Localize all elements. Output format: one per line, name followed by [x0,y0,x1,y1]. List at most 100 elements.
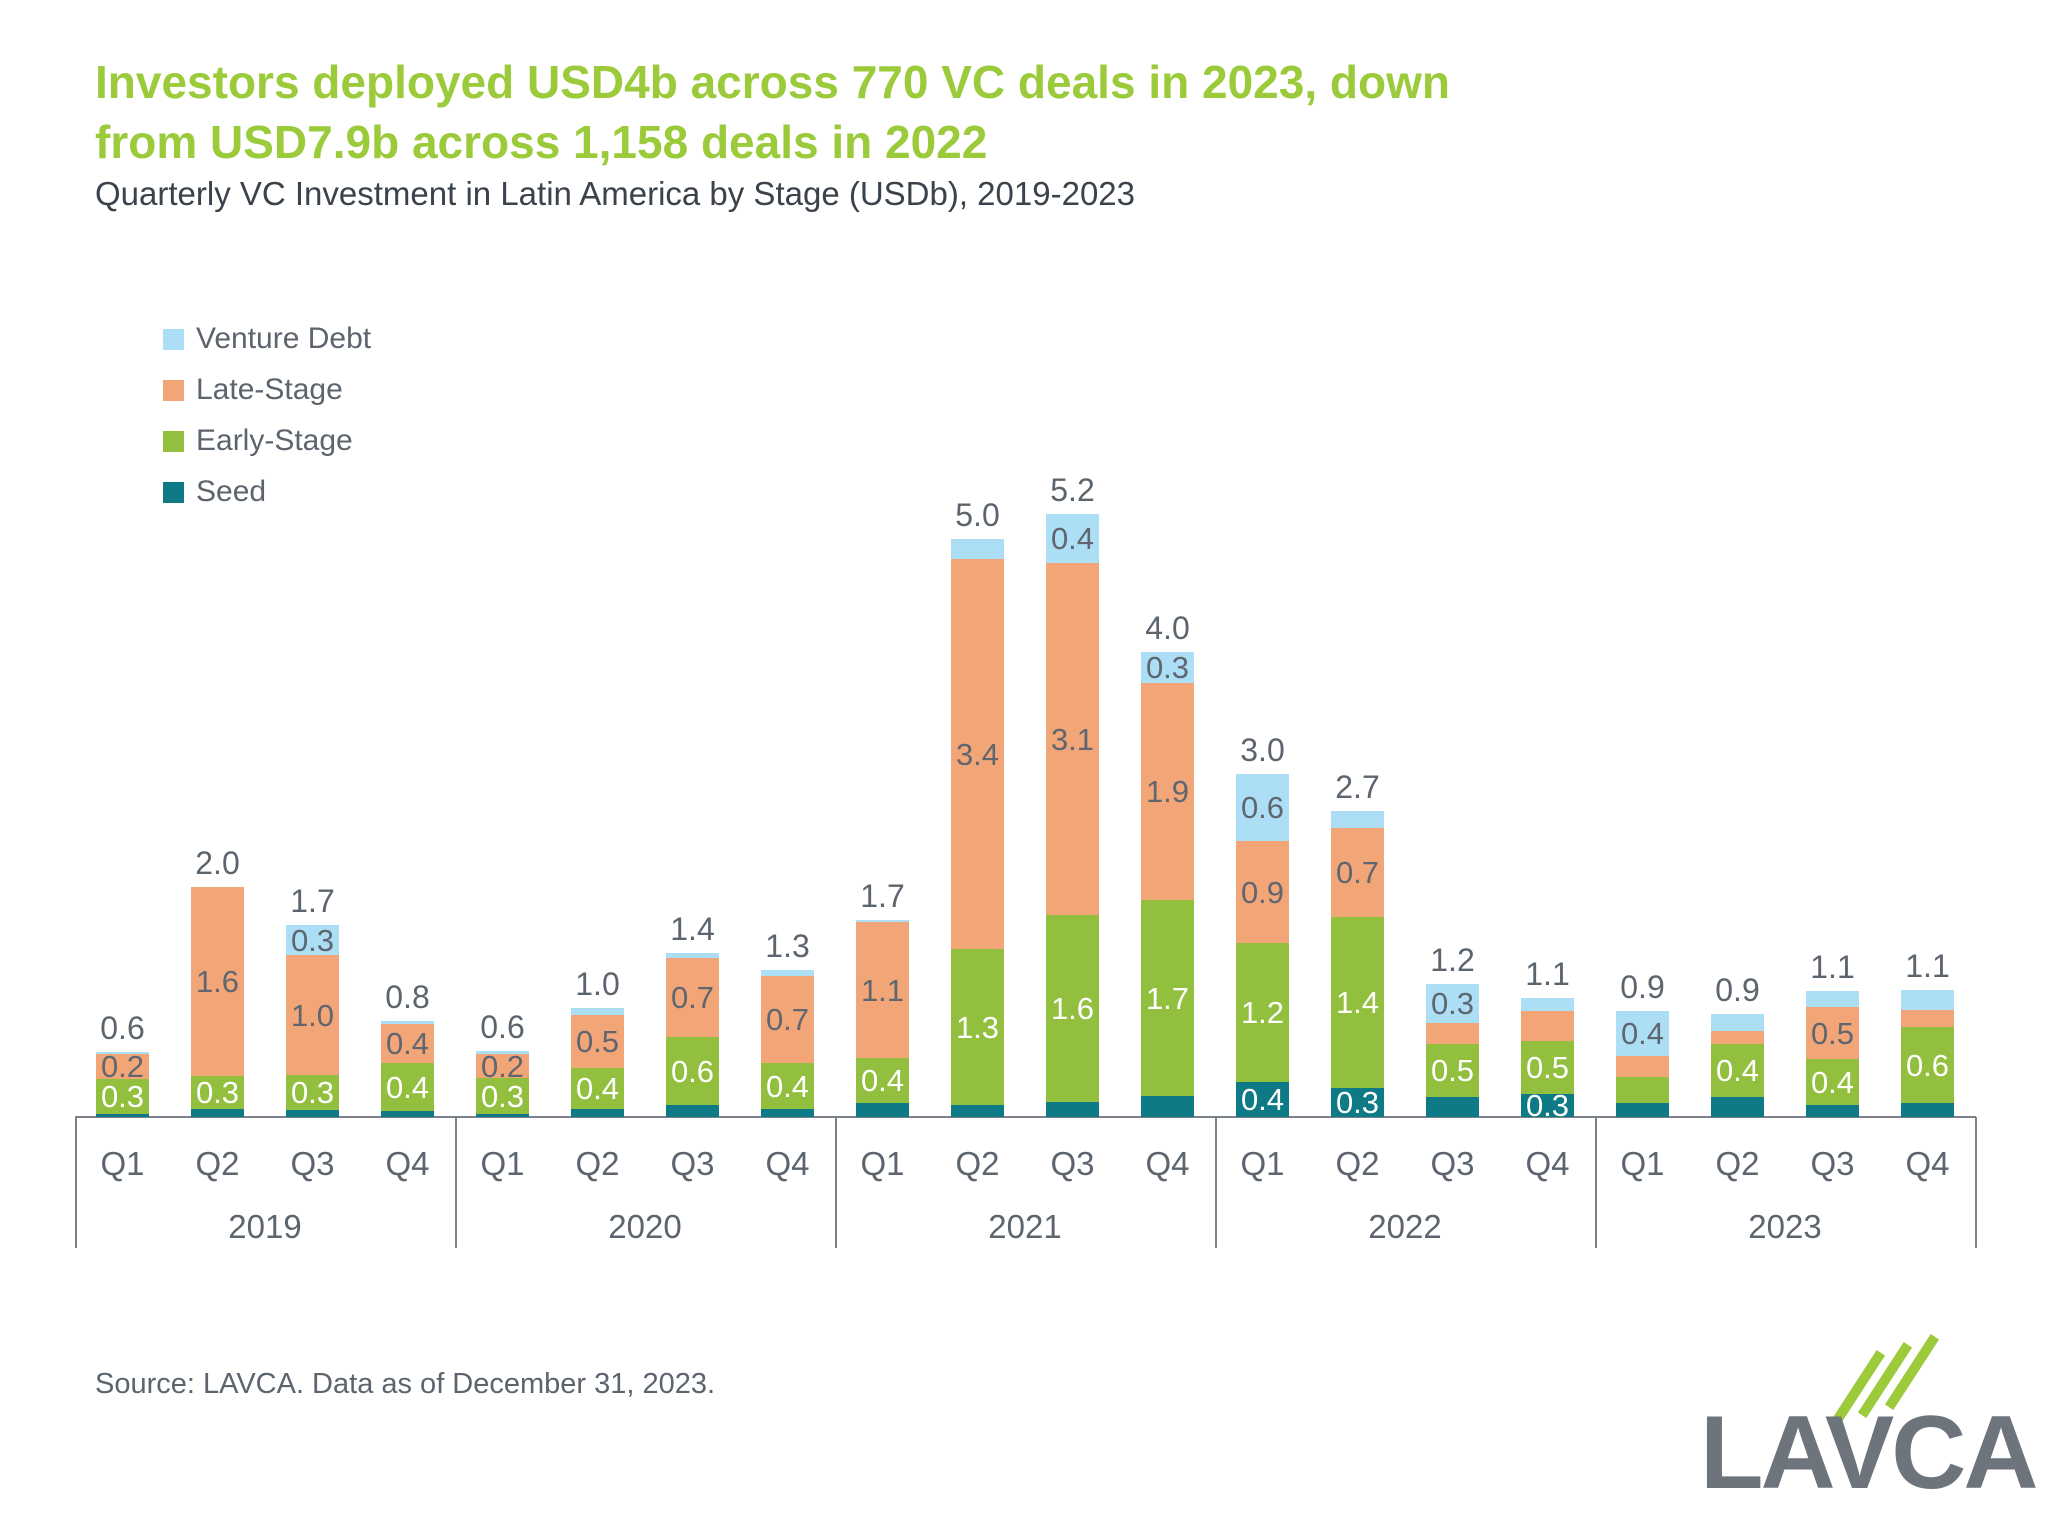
source-note: Source: LAVCA. Data as of December 31, 2… [95,1368,716,1400]
bar-segment-early: 0.4 [1806,1059,1859,1105]
bar-segment-late: 0.9 [1236,841,1289,943]
legend-item-seed: Seed [163,475,371,509]
quarter-label: Q4 [1905,1145,1950,1182]
bar-segment-early: 0.3 [286,1075,339,1110]
quarter-label: Q2 [575,1145,620,1182]
segment-value-label: 0.3 [290,1075,335,1110]
bar-2023-Q4: 0.6 [1901,990,1954,1117]
bar-segment-venture_debt: 0.3 [1426,984,1479,1023]
segment-value-label: 0.4 [765,1068,810,1104]
quarter-label: Q2 [955,1145,1000,1182]
bar-segment-seed [856,1103,909,1117]
bar-segment-early [1616,1077,1669,1103]
segment-value-label: 0.4 [575,1071,620,1106]
legend-label-seed: Seed [196,475,267,508]
segment-value-label: 0.6 [1905,1047,1950,1083]
bar-total-label: 1.3 [765,928,810,964]
bar-segment-early: 0.3 [191,1076,244,1109]
segment-value-label: 0.3 [1145,650,1190,685]
segment-value-label: 0.4 [1620,1016,1665,1051]
bar-segment-seed [191,1109,244,1117]
bar-segment-seed [951,1105,1004,1117]
bar-2022-Q3: 0.3 0.5 [1426,984,1479,1117]
bar-segment-late: 1.1 [856,922,909,1058]
year-separator [1215,1117,1217,1248]
quarter-label: Q4 [1145,1145,1190,1182]
bar-segment-early: 0.4 [1711,1044,1764,1097]
bar-segment-seed [1901,1103,1954,1117]
segment-value-label: 0.3 [480,1078,525,1114]
segment-value-label: 0.4 [1810,1064,1855,1100]
bar-segment-early: 0.6 [1901,1027,1954,1103]
quarter-label: Q2 [1335,1145,1380,1182]
bar-total-label: 5.0 [955,497,1000,533]
quarter-label: Q2 [195,1145,240,1182]
segment-value-label: 0.7 [670,980,715,1015]
year-separator [1595,1117,1597,1248]
bar-segment-early: 0.6 [666,1037,719,1105]
bar-segment-early: 0.5 [1521,1041,1574,1094]
bar-segment-late [1426,1023,1479,1044]
bar-2022-Q1: 0.6 0.9 1.2 0.4 [1236,774,1289,1117]
bar-segment-early: 0.3 [96,1079,149,1114]
segment-value-label: 0.4 [1715,1053,1760,1088]
bar-2021-Q2: 3.4 1.3 [951,539,1004,1117]
segment-value-label: 0.3 [1430,986,1475,1021]
segment-value-label: 0.4 [860,1063,905,1098]
bar-segment-venture_debt [1521,998,1574,1011]
plot-area: 2019 Q1 0.2 0.3 0.6 Q2 1.6 0.3 2.0 Q3 0.3 1.0 0.3 1.7… [75,440,1977,1250]
bar-segment-late: 3.1 [1046,563,1099,915]
bar-segment-late: 1.9 [1141,683,1194,900]
bar-segment-early: 0.4 [571,1068,624,1109]
bar-segment-late: 0.2 [96,1051,149,1082]
bar-segment-seed [1711,1097,1764,1117]
bar-segment-late: 0.7 [666,958,719,1037]
segment-value-label: 0.5 [1810,1015,1855,1051]
segment-value-label: 1.7 [1145,980,1190,1016]
segment-value-label: 1.9 [1145,774,1190,809]
quarter-label: Q3 [290,1145,335,1182]
segment-value-label: 0.7 [765,1002,810,1037]
bar-2019-Q1: 0.2 0.3 [96,1051,149,1117]
lavca-logo: LAVCA [1700,1334,2038,1505]
bar-total-label: 0.9 [1620,969,1665,1005]
quarter-label: Q3 [1430,1145,1475,1182]
legend-item-early: Early-Stage [163,424,371,458]
legend-swatch-early [163,430,184,452]
bar-total-label: 1.4 [670,911,715,947]
bar-segment-seed [1426,1097,1479,1117]
quarter-label: Q1 [480,1145,525,1182]
year-separator [1975,1117,1977,1248]
bar-total-label: 1.7 [290,883,335,919]
quarter-label: Q1 [1240,1145,1285,1182]
bar-segment-early: 0.4 [856,1058,909,1103]
bar-2021-Q4: 0.3 1.9 1.7 [1141,652,1194,1117]
segment-value-label: 0.4 [1240,1082,1285,1117]
headline-line1: Investors deployed USD4b across 770 VC d… [95,56,1450,108]
bar-segment-early: 0.4 [761,1063,814,1109]
segment-value-label: 0.7 [1335,855,1380,890]
year-separator [835,1117,837,1248]
segment-value-label: 1.4 [1335,985,1380,1020]
bar-segment-early: 0.4 [381,1063,434,1111]
segment-value-label: 1.1 [860,972,905,1008]
segment-value-label: 0.3 [100,1079,145,1114]
bar-segment-seed: 0.3 [1521,1090,1574,1121]
quarter-label: Q3 [670,1145,715,1182]
bar-segment-venture_debt: 0.3 [286,925,339,956]
legend-swatch-seed [163,481,184,503]
bar-2020-Q2: 0.5 0.4 [571,1008,624,1117]
segment-value-label: 0.6 [670,1053,715,1089]
bar-segment-late [1521,1011,1574,1041]
year-label: 2023 [1748,1208,1822,1245]
segment-value-label: 0.3 [195,1075,240,1110]
bar-segment-seed [1806,1105,1859,1117]
bar-segment-early: 0.3 [476,1078,529,1114]
bar-segment-late: 0.7 [1331,828,1384,917]
bar-2019-Q2: 1.6 0.3 [191,887,244,1117]
quarter-label: Q1 [860,1145,905,1182]
bar-segment-venture_debt [1901,990,1954,1010]
bar-total-label: 0.8 [385,979,430,1015]
bar-segment-venture_debt [571,1008,624,1015]
